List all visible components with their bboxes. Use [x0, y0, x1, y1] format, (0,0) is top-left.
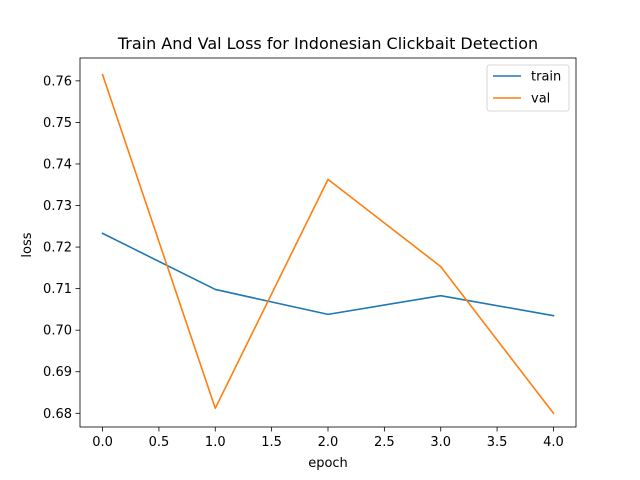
plot-frame — [79, 57, 577, 428]
y-tick-label: 0.74 — [43, 157, 72, 172]
x-tick-label: 4.0 — [543, 435, 564, 450]
y-tick-label: 0.69 — [43, 365, 72, 380]
legend: train val — [486, 64, 570, 112]
plot-area: 0.0 0.5 1.0 1.5 2.0 2.5 3.0 3.5 4.0 0.68 0.69 0.70 0… — [43, 57, 577, 450]
y-axis-label: loss — [20, 232, 35, 257]
x-tick-label: 2.5 — [374, 435, 395, 450]
x-tick-label: 1.5 — [261, 435, 282, 450]
legend-label-train: train — [531, 70, 561, 85]
y-tick-label: 0.73 — [43, 199, 72, 214]
y-tick-label: 0.68 — [43, 407, 72, 422]
x-tick-label: 0.0 — [92, 435, 113, 450]
y-tick-label: 0.71 — [43, 282, 72, 297]
x-tick-label: 2.0 — [318, 435, 339, 450]
x-tick-label: 3.5 — [487, 435, 508, 450]
x-tick-label: 0.5 — [149, 435, 170, 450]
series-line-val — [101, 73, 555, 415]
legend-label-val: val — [531, 92, 550, 107]
y-tick-label: 0.70 — [43, 324, 72, 339]
series-line-train — [101, 232, 555, 317]
y-tick-label: 0.76 — [43, 74, 72, 89]
y-tick-label: 0.75 — [43, 116, 72, 131]
chart-title: Train And Val Loss for Indonesian Clickb… — [117, 34, 538, 53]
x-axis-label: epoch — [308, 456, 348, 471]
x-tick-label: 1.0 — [205, 435, 226, 450]
x-tick-label: 3.0 — [430, 435, 451, 450]
y-tick-label: 0.72 — [43, 241, 72, 256]
